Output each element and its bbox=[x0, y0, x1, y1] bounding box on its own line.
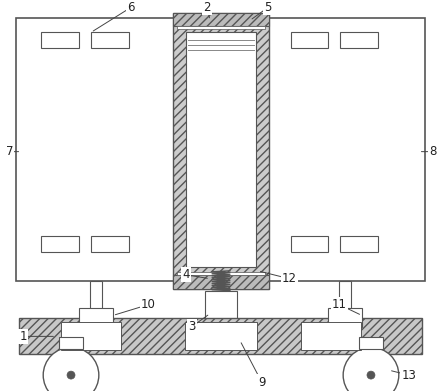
Bar bbox=[340, 236, 378, 252]
Bar bbox=[173, 13, 269, 289]
Text: 7: 7 bbox=[6, 145, 13, 158]
Bar bbox=[91, 32, 129, 48]
Bar bbox=[173, 275, 269, 289]
Bar bbox=[59, 337, 83, 349]
Bar bbox=[291, 236, 328, 252]
Bar bbox=[265, 18, 425, 281]
Bar bbox=[61, 323, 121, 350]
Text: 5: 5 bbox=[264, 1, 271, 14]
Bar bbox=[177, 27, 265, 29]
Text: 9: 9 bbox=[258, 376, 265, 389]
Bar bbox=[302, 323, 361, 350]
Text: 13: 13 bbox=[401, 369, 416, 382]
Bar bbox=[177, 272, 265, 275]
Text: 10: 10 bbox=[141, 298, 156, 311]
Bar bbox=[340, 32, 378, 48]
Bar bbox=[90, 281, 102, 310]
Bar bbox=[41, 236, 79, 252]
Bar bbox=[91, 236, 129, 252]
Text: 12: 12 bbox=[282, 272, 297, 285]
Circle shape bbox=[43, 347, 99, 391]
Bar bbox=[328, 308, 362, 327]
Text: 8: 8 bbox=[429, 145, 436, 158]
Text: 11: 11 bbox=[332, 298, 347, 311]
Bar bbox=[185, 323, 257, 350]
Bar bbox=[186, 32, 256, 267]
Text: 1: 1 bbox=[19, 330, 27, 343]
Text: 6: 6 bbox=[127, 1, 135, 14]
Bar bbox=[339, 281, 351, 310]
Bar bbox=[19, 319, 422, 354]
Circle shape bbox=[343, 347, 399, 391]
Bar bbox=[359, 337, 383, 349]
Bar bbox=[291, 32, 328, 48]
Bar bbox=[205, 291, 237, 327]
Bar bbox=[41, 32, 79, 48]
Circle shape bbox=[367, 371, 375, 379]
Bar bbox=[173, 13, 269, 27]
Text: 2: 2 bbox=[203, 1, 211, 14]
Text: 3: 3 bbox=[188, 320, 196, 333]
Circle shape bbox=[67, 371, 75, 379]
Bar bbox=[16, 18, 176, 281]
Bar bbox=[79, 308, 113, 327]
Text: 4: 4 bbox=[183, 268, 190, 281]
